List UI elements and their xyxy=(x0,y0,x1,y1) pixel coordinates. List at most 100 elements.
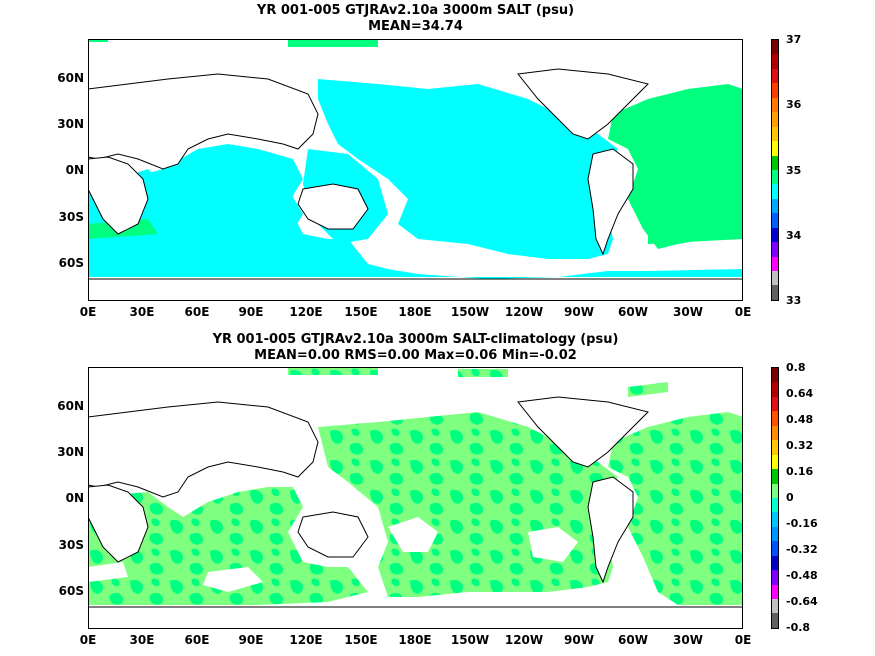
bottom-indian-ocean xyxy=(88,487,368,605)
colorbar-swatch xyxy=(772,454,778,470)
bottom-arctic-strip2 xyxy=(458,369,508,377)
colorbar-swatch xyxy=(772,198,778,214)
top-xlabel: 0E xyxy=(79,305,97,319)
colorbar-swatch xyxy=(772,271,778,286)
top-xlabel: 180E xyxy=(398,305,432,319)
top-xlabel: 150E xyxy=(344,305,378,319)
top-colorbar-label: 33 xyxy=(786,294,802,307)
top-pacific-ocean xyxy=(318,79,618,259)
bottom-colorbar-label: -0.64 xyxy=(786,595,818,608)
top-xlabel: 90W xyxy=(564,305,594,319)
bottom-title-line2: MEAN=0.00 RMS=0.00 Max=0.06 Min=-0.02 xyxy=(254,348,577,363)
bottom-colorbar-label: -0.16 xyxy=(786,517,818,530)
top-xlabel: 30W xyxy=(673,305,703,319)
bottom-colorbar-label: 0.16 xyxy=(786,465,814,478)
bottom-colorbar xyxy=(771,367,779,629)
colorbar-swatch xyxy=(772,169,778,185)
colorbar-swatch xyxy=(772,155,778,170)
bottom-xlabel: 90E xyxy=(238,633,264,647)
colorbar-swatch xyxy=(772,256,778,271)
bottom-map-canvas xyxy=(88,367,743,629)
colorbar-swatch xyxy=(772,184,778,199)
bottom-colorbar-label: -0.32 xyxy=(786,543,818,556)
bottom-arctic-strip xyxy=(288,367,378,375)
bottom-xlabel: 0E xyxy=(79,633,97,647)
top-colorbar-label: 37 xyxy=(786,33,802,46)
bottom-xlabel: 150W xyxy=(450,633,490,647)
bottom-ylabel-60n: 60N xyxy=(57,399,84,413)
top-atlantic xyxy=(608,84,743,249)
bottom-xlabel: 180E xyxy=(398,633,432,647)
colorbar-swatch xyxy=(772,382,778,397)
colorbar-swatch xyxy=(772,469,778,484)
colorbar-swatch xyxy=(772,141,778,156)
bottom-arctic-strip3 xyxy=(628,382,668,397)
colorbar-swatch xyxy=(772,555,778,571)
top-indian-ocean-body xyxy=(88,144,368,274)
colorbar-swatch xyxy=(772,97,778,113)
bottom-atlantic xyxy=(608,412,743,605)
colorbar-swatch xyxy=(772,54,778,69)
top-colorbar xyxy=(771,39,779,301)
top-ylabel-30s: 30S xyxy=(58,210,84,224)
top-antarctica xyxy=(88,278,743,301)
top-arctic-strip2 xyxy=(88,39,108,42)
top-eurasia xyxy=(88,73,319,170)
colorbar-swatch xyxy=(772,541,778,556)
top-ylabel-60s: 60S xyxy=(58,256,84,270)
bottom-australia xyxy=(297,511,369,558)
bottom-ylabel-30s: 30S xyxy=(58,538,84,552)
bottom-north-america xyxy=(517,396,649,468)
top-africa xyxy=(88,156,149,235)
top-south-america xyxy=(587,148,634,256)
bottom-ylabel-30n: 30N xyxy=(57,445,84,459)
top-north-america xyxy=(517,68,649,140)
bottom-xlabel: 30W xyxy=(673,633,703,647)
bottom-colorbar-label: 0.32 xyxy=(786,439,814,452)
top-xlabel: 0E xyxy=(734,305,752,319)
colorbar-swatch xyxy=(772,68,778,84)
colorbar-swatch xyxy=(772,126,778,142)
top-xlabel: 120W xyxy=(504,305,544,319)
bottom-xlabel: 150E xyxy=(344,633,378,647)
top-xlabel: 30E xyxy=(129,305,155,319)
colorbar-swatch xyxy=(772,613,778,628)
bottom-africa xyxy=(88,484,149,563)
bottom-gap xyxy=(203,567,263,592)
colorbar-swatch xyxy=(772,368,778,383)
bottom-colorbar-label: 0.48 xyxy=(786,413,814,426)
bottom-xlabel: 120W xyxy=(504,633,544,647)
colorbar-swatch xyxy=(772,285,778,300)
top-title-line2: MEAN=34.74 xyxy=(368,19,463,34)
top-colorbar-label: 35 xyxy=(786,164,802,177)
colorbar-swatch xyxy=(772,425,778,441)
colorbar-swatch xyxy=(772,440,778,455)
colorbar-swatch xyxy=(772,242,778,257)
top-ylabel-30n: 30N xyxy=(57,117,84,131)
top-ylabel-0n: 0N xyxy=(65,163,84,177)
colorbar-swatch xyxy=(772,584,778,599)
top-ylabel-60n: 60N xyxy=(57,71,84,85)
bottom-xlabel: 90W xyxy=(564,633,594,647)
bottom-xlabel: 60W xyxy=(618,633,648,647)
bottom-gap xyxy=(388,517,438,552)
colorbar-swatch xyxy=(772,83,778,98)
top-australia xyxy=(297,183,369,230)
bottom-xlabel: 120E xyxy=(289,633,323,647)
bottom-ylabel-0n: 0N xyxy=(65,491,84,505)
colorbar-swatch xyxy=(772,497,778,513)
bottom-antarctica xyxy=(88,606,743,629)
top-title-line1: YR 001-005 GTJRAv2.10a 3000m SALT (psu) xyxy=(256,3,575,18)
bottom-xlabel: 60E xyxy=(184,633,210,647)
bottom-ylabel-60s: 60S xyxy=(58,584,84,598)
colorbar-swatch xyxy=(772,512,778,527)
top-xlabel: 90E xyxy=(238,305,264,319)
bottom-xlabel: 30E xyxy=(129,633,155,647)
bottom-colorbar-label: 0.8 xyxy=(786,361,806,374)
top-map xyxy=(88,39,743,301)
bottom-colorbar-label: 0 xyxy=(786,491,794,504)
bottom-title-line1: YR 001-005 GTJRAv2.10a 3000m SALT-climat… xyxy=(212,332,619,347)
bottom-south-america xyxy=(587,476,634,584)
bottom-colorbar-label: 0.64 xyxy=(786,387,814,400)
top-so-green xyxy=(648,229,743,244)
